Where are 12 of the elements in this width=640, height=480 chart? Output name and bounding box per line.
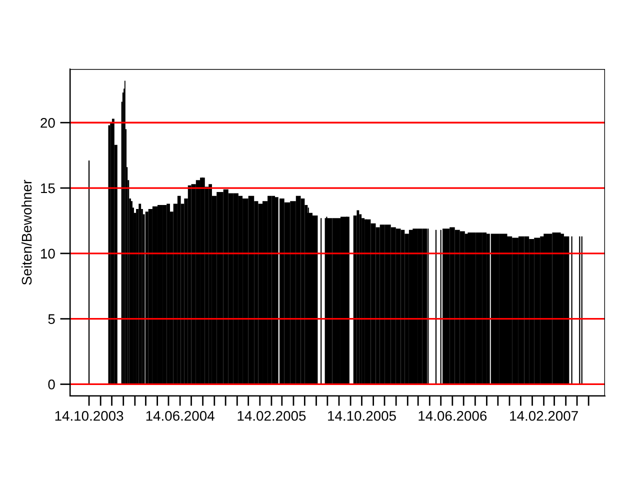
x-tick-label: 14.10.2003 <box>55 410 124 421</box>
y-tick-label: 5 <box>48 314 55 324</box>
y-tick-label: 0 <box>48 380 55 390</box>
y-tick-label: 20 <box>40 118 55 128</box>
x-tick-label: 14.06.2006 <box>418 410 487 421</box>
y-axis-title: Seiten/Bewohner <box>21 180 32 285</box>
y-tick-label: 10 <box>41 248 55 259</box>
x-tick-label: 14.06.2004 <box>146 410 214 421</box>
x-tick-label: 14.02.2007 <box>510 410 578 421</box>
x-tick-label: 14.02.2005 <box>238 410 306 421</box>
x-tick-label: 14.10.2005 <box>328 410 396 421</box>
y-tick-label: 15 <box>41 184 55 194</box>
